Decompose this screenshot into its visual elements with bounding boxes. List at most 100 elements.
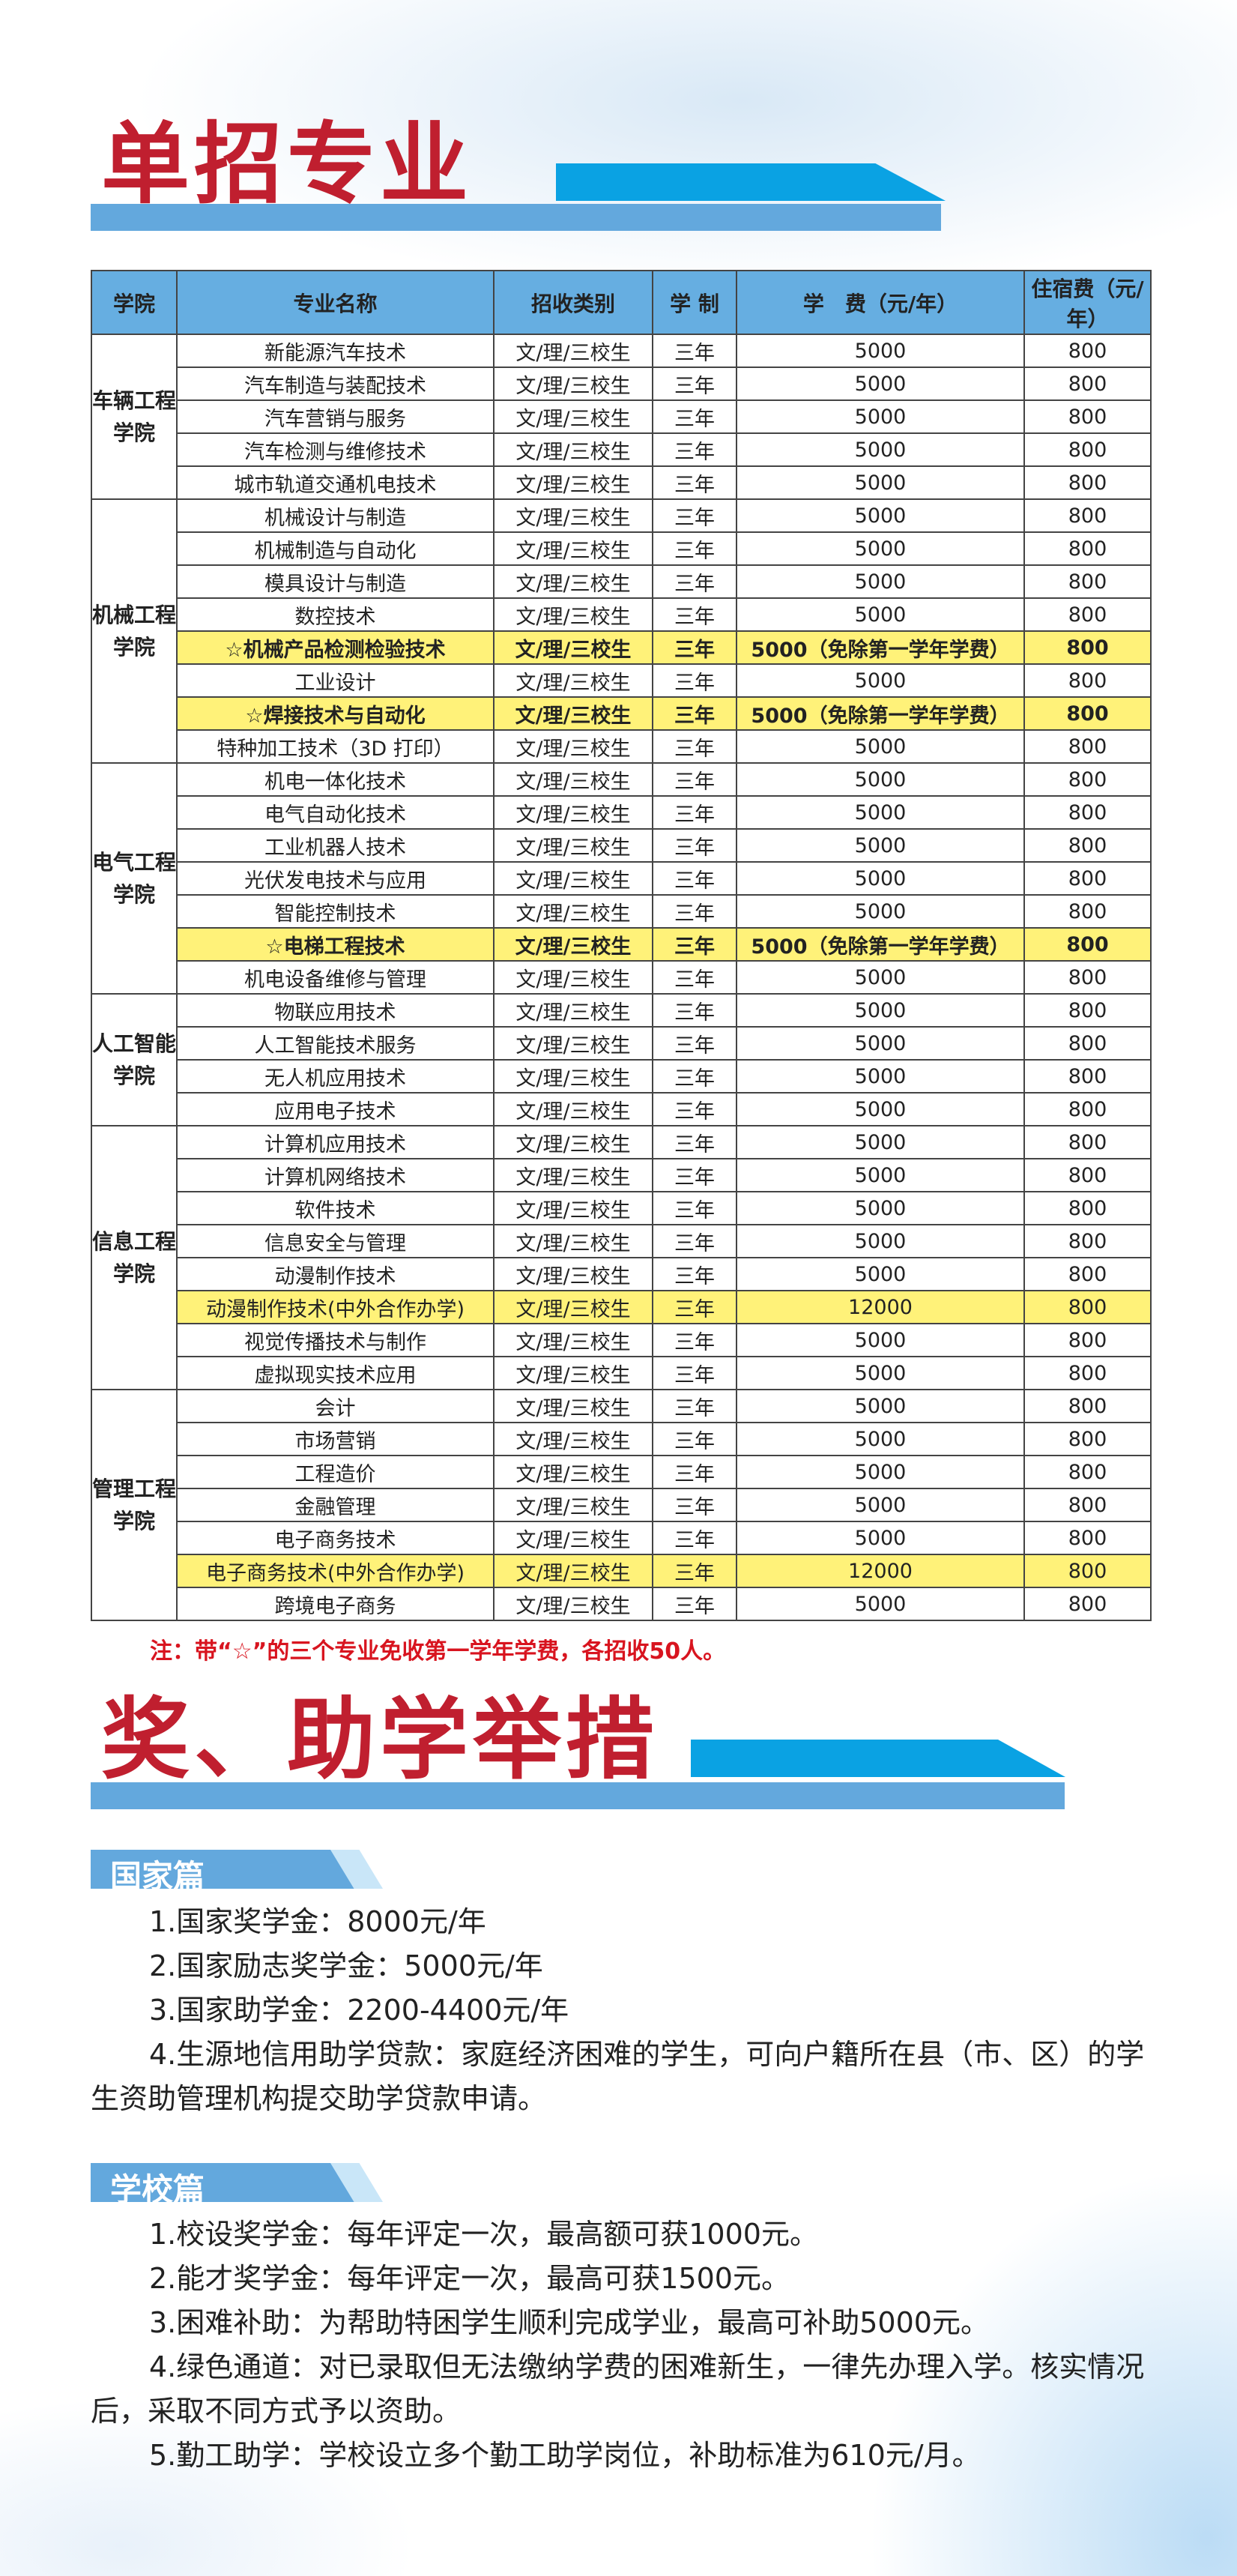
table-row: ☆电梯工程技术 文/理/三校生 三年 5000（免除第一学年学费） 800 [91, 927, 1152, 962]
enrollment-category: 文/理/三校生 [493, 762, 653, 797]
tuition: 5000 [736, 1059, 1025, 1094]
major-name: 市场营销 [176, 1422, 495, 1456]
subheading-national: 国家篇 [91, 1850, 383, 1895]
college-name: 电气工程学院 [91, 762, 178, 995]
major-name: 动漫制作技术 [176, 1257, 495, 1291]
tuition: 5000 [736, 597, 1025, 632]
tuition: 5000 [736, 861, 1025, 896]
enrollment-category: 文/理/三校生 [493, 432, 653, 467]
duration: 三年 [652, 1554, 737, 1588]
table-row: 人工智能学院 物联应用技术 文/理/三校生 三年 5000 800 [91, 993, 1152, 1126]
duration: 三年 [652, 795, 737, 830]
dorm-fee: 800 [1023, 1389, 1152, 1423]
tuition: 5000 [736, 1488, 1025, 1522]
duration: 三年 [652, 597, 737, 632]
tuition: 5000 [736, 1389, 1025, 1423]
table-row: 汽车制造与装配技术 文/理/三校生 三年 5000 800 [91, 367, 1152, 401]
duration: 三年 [652, 1290, 737, 1324]
enrollment-category: 文/理/三校生 [493, 1125, 653, 1159]
table-row: 车辆工程学院 新能源汽车技术 文/理/三校生 三年 5000 800 [91, 334, 1152, 500]
table-row: 特种加工技术（3D 打印） 文/理/三校生 三年 5000 800 [91, 729, 1152, 764]
college-name: 机械工程学院 [91, 498, 178, 764]
major-name: 金融管理 [176, 1488, 495, 1522]
duration: 三年 [652, 927, 737, 962]
tuition: 5000 [736, 1323, 1025, 1357]
table-row: 市场营销 文/理/三校生 三年 5000 800 [91, 1422, 1152, 1456]
major-name: 会计 [176, 1389, 495, 1423]
background-swoosh [0, 2276, 599, 2576]
table-row: 电气工程学院 机电一体化技术 文/理/三校生 三年 5000 800 [91, 762, 1152, 995]
duration: 三年 [652, 399, 737, 434]
duration: 三年 [652, 1587, 737, 1621]
duration: 三年 [652, 861, 737, 896]
duration: 三年 [652, 432, 737, 467]
tuition: 5000 [736, 828, 1025, 863]
aid-item: 5.勤工助学：学校设立多个勤工助学岗位，补助标准为610元/月。 [149, 2439, 981, 2472]
dorm-fee: 800 [1023, 630, 1152, 665]
tuition: 5000 [736, 1587, 1025, 1621]
major-name: ☆机械产品检测检验技术 [176, 630, 495, 665]
major-name: 智能控制技术 [176, 894, 495, 929]
duration: 三年 [652, 1158, 737, 1192]
dorm-fee: 800 [1023, 960, 1152, 995]
table-row: 城市轨道交通机电技术 文/理/三校生 三年 5000 800 [91, 465, 1152, 500]
duration: 三年 [652, 1422, 737, 1456]
dorm-fee: 800 [1023, 432, 1152, 467]
enrollment-category: 文/理/三校生 [493, 729, 653, 764]
table-row: 跨境电子商务 文/理/三校生 三年 5000 800 [91, 1587, 1152, 1621]
tuition: 5000 [736, 1158, 1025, 1192]
enrollment-category: 文/理/三校生 [493, 1224, 653, 1258]
dorm-fee: 800 [1023, 894, 1152, 929]
major-name: 模具设计与制造 [176, 564, 495, 599]
table-row: 汽车营销与服务 文/理/三校生 三年 5000 800 [91, 399, 1152, 434]
major-name: 物联应用技术 [176, 993, 495, 1028]
tuition: 5000 [736, 1191, 1025, 1225]
table-row: 机械工程学院 机械设计与制造 文/理/三校生 三年 5000 800 [91, 498, 1152, 764]
major-name: 软件技术 [176, 1191, 495, 1225]
duration: 三年 [652, 498, 737, 533]
dorm-fee: 800 [1023, 1422, 1152, 1456]
section-title-majors: 单招专业 [101, 112, 474, 216]
duration: 三年 [652, 1026, 737, 1061]
major-name: 机电设备维修与管理 [176, 960, 495, 995]
table-row: 工业机器人技术 文/理/三校生 三年 5000 800 [91, 828, 1152, 863]
duration: 三年 [652, 564, 737, 599]
aid-item: 4.绿色通道：对已录取但无法缴纳学费的困难新生，一律先办理入学。核实情况后，采取… [91, 2350, 1145, 2428]
major-name: 数控技术 [176, 597, 495, 632]
enrollment-category: 文/理/三校生 [493, 1356, 653, 1390]
dorm-fee: 800 [1023, 828, 1152, 863]
tuition: 5000 [736, 498, 1025, 533]
dorm-fee: 800 [1023, 399, 1152, 434]
column-header: 招收类别 [493, 270, 653, 335]
duration: 三年 [652, 828, 737, 863]
duration: 三年 [652, 1059, 737, 1094]
table-row: 信息工程学院 计算机应用技术 文/理/三校生 三年 5000 800 [91, 1125, 1152, 1390]
major-name: 汽车制造与装配技术 [176, 367, 495, 401]
column-header: 学 制 [652, 270, 737, 335]
duration: 三年 [652, 1191, 737, 1225]
tuition: 5000 [736, 564, 1025, 599]
enrollment-category: 文/理/三校生 [493, 1059, 653, 1094]
major-name: 虚拟现实技术应用 [176, 1356, 495, 1390]
enrollment-category: 文/理/三校生 [493, 498, 653, 533]
duration: 三年 [652, 894, 737, 929]
tuition: 5000 [736, 1422, 1025, 1456]
title-accent-bar [556, 163, 946, 201]
duration: 三年 [652, 1257, 737, 1291]
aid-item: 2.国家励志奖学金：5000元/年 [149, 1949, 543, 1982]
duration: 三年 [652, 1488, 737, 1522]
tuition: 5000 [736, 399, 1025, 434]
major-name: 计算机网络技术 [176, 1158, 495, 1192]
major-name: 电子商务技术 [176, 1521, 495, 1555]
duration: 三年 [652, 367, 737, 401]
duration: 三年 [652, 960, 737, 995]
table-row: 管理工程学院 会计 文/理/三校生 三年 5000 800 [91, 1389, 1152, 1621]
tuition: 5000 [736, 1257, 1025, 1291]
enrollment-category: 文/理/三校生 [493, 1290, 653, 1324]
dorm-fee: 800 [1023, 465, 1152, 500]
tuition: 5000 [736, 432, 1025, 467]
enrollment-category: 文/理/三校生 [493, 1455, 653, 1489]
tuition: 5000 [736, 465, 1025, 500]
aid-item: 1.国家奖学金：8000元/年 [149, 1905, 486, 1938]
tuition: 5000 [736, 334, 1025, 368]
